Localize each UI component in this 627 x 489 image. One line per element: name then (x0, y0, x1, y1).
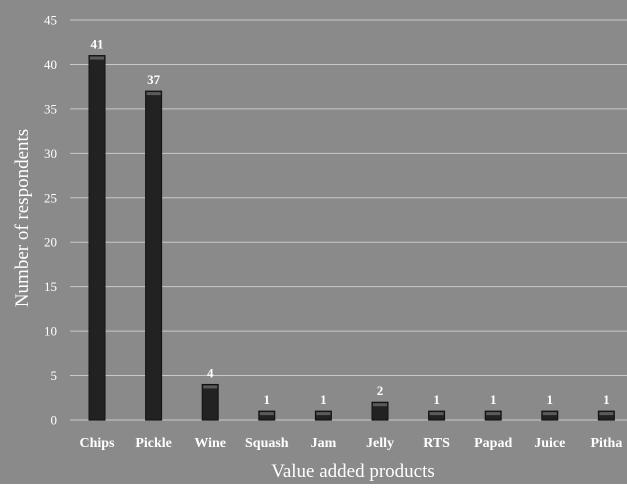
x-category-label: Pitha (590, 436, 622, 451)
bar (541, 410, 559, 421)
data-label: 1 (320, 392, 327, 407)
x-category-label: Juice (534, 436, 565, 451)
y-axis-ticks: 0 5 10 15 20 25 30 35 40 45 (44, 13, 57, 428)
bar (314, 410, 332, 421)
y-tick-label: 5 (51, 368, 58, 383)
bar (484, 410, 502, 421)
data-label: 1 (490, 392, 497, 407)
y-tick-label: 30 (44, 146, 57, 161)
bar-top-cap (259, 412, 274, 416)
data-label: 37 (147, 72, 161, 87)
y-tick-label: 20 (44, 235, 57, 250)
y-axis-title: Number of respondents (12, 129, 33, 307)
bar (371, 401, 389, 421)
x-category-label: RTS (423, 436, 450, 451)
y-tick-label: 15 (44, 279, 57, 294)
bar-top-cap (316, 412, 331, 416)
bar (597, 410, 615, 421)
bar (258, 410, 276, 421)
bar (145, 90, 163, 421)
bar (428, 410, 446, 421)
y-tick-label: 35 (44, 101, 57, 116)
y-tick-label: 0 (51, 413, 58, 428)
data-label: 41 (91, 37, 104, 52)
bar-top-cap (90, 56, 104, 60)
data-label: 1 (433, 392, 440, 407)
data-label: 2 (377, 383, 384, 398)
bar-top-cap (429, 412, 444, 416)
bar (201, 383, 219, 421)
x-category-label: Wine (194, 436, 226, 451)
bars (88, 55, 615, 421)
data-label: 1 (603, 392, 610, 407)
x-axis-title: Value added products (271, 461, 435, 482)
x-category-label: Papad (474, 436, 512, 451)
x-category-label: Squash (245, 436, 289, 451)
bar-top-cap (542, 412, 557, 416)
data-label: 1 (547, 392, 554, 407)
bar-top-cap (486, 412, 501, 416)
y-tick-label: 25 (44, 190, 57, 205)
gridlines (70, 19, 627, 421)
x-category-label: Pickle (135, 436, 172, 451)
x-category-label: Chips (79, 436, 115, 451)
bar-top-cap (373, 403, 387, 407)
data-label: 1 (264, 392, 271, 407)
x-category-label: Jam (311, 436, 337, 451)
bar-top-cap (203, 385, 218, 389)
y-tick-label: 10 (44, 324, 57, 339)
x-category-label: Jelly (366, 436, 394, 451)
data-label: 4 (207, 365, 214, 380)
x-axis-categories: Chips Pickle Wine Squash Jam Jelly RTS Papad Jui… (79, 436, 622, 451)
bar (88, 55, 106, 421)
bar-top-cap (599, 412, 614, 416)
y-tick-label: 45 (44, 13, 57, 28)
bar-top-cap (146, 92, 161, 96)
y-tick-label: 40 (44, 57, 57, 72)
